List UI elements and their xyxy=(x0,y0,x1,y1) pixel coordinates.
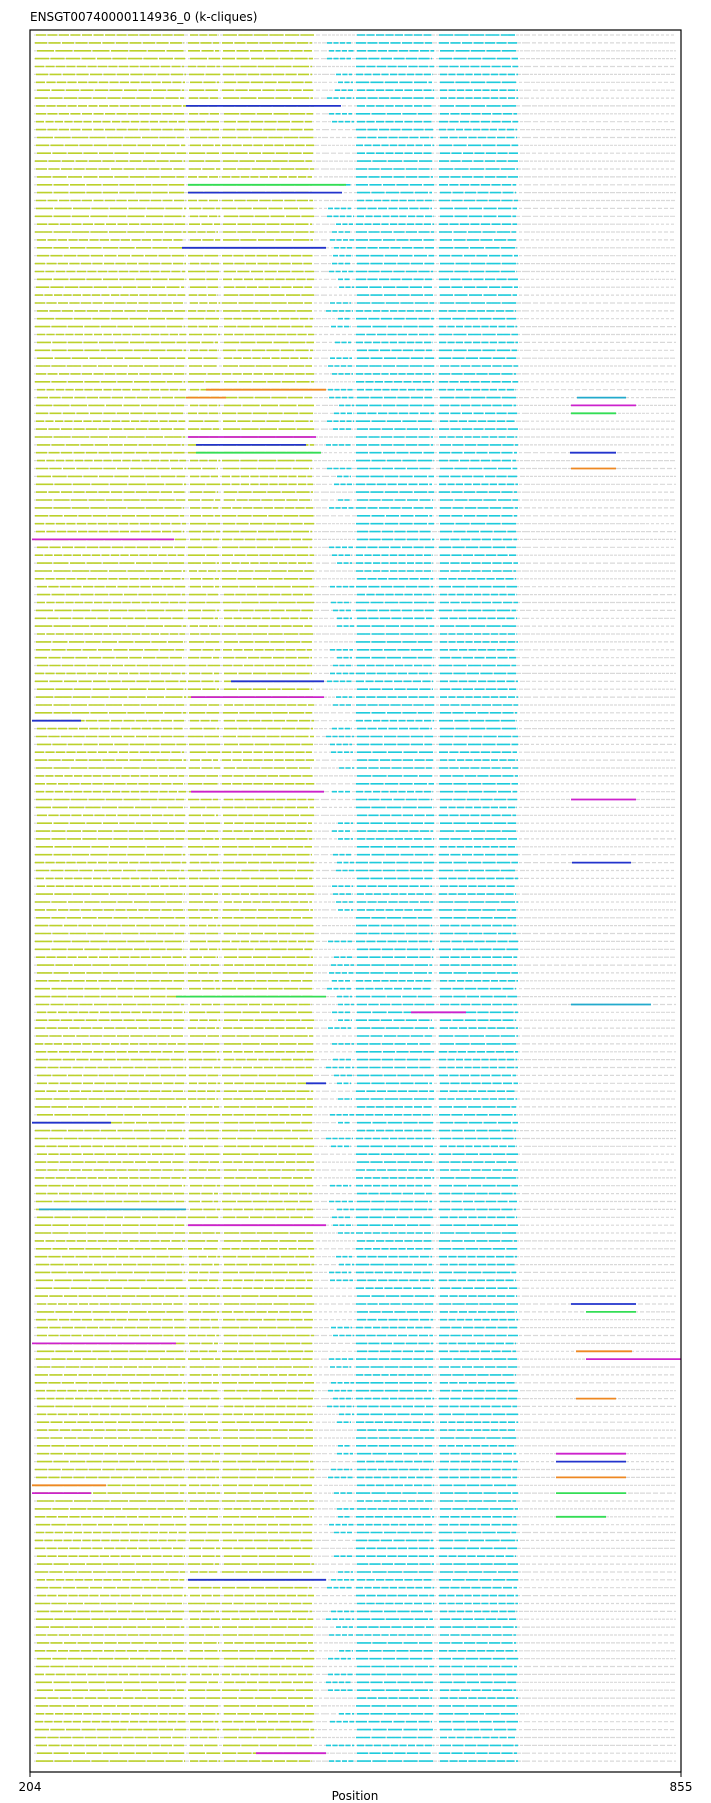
plot-background xyxy=(30,30,681,1772)
highlight-segments xyxy=(32,105,681,1755)
chart-title: ENSGT00740000114936_0 (k-cliques) xyxy=(30,10,257,24)
x-axis-label: Position xyxy=(332,1789,379,1803)
track-rows xyxy=(34,34,676,1762)
x-axis: 204 855 Position xyxy=(19,1772,693,1803)
plot-frame xyxy=(29,29,682,1773)
plot-area xyxy=(29,29,682,1773)
x-tick-label-start: 204 xyxy=(19,1780,42,1794)
x-tick-label-end: 855 xyxy=(670,1780,693,1794)
